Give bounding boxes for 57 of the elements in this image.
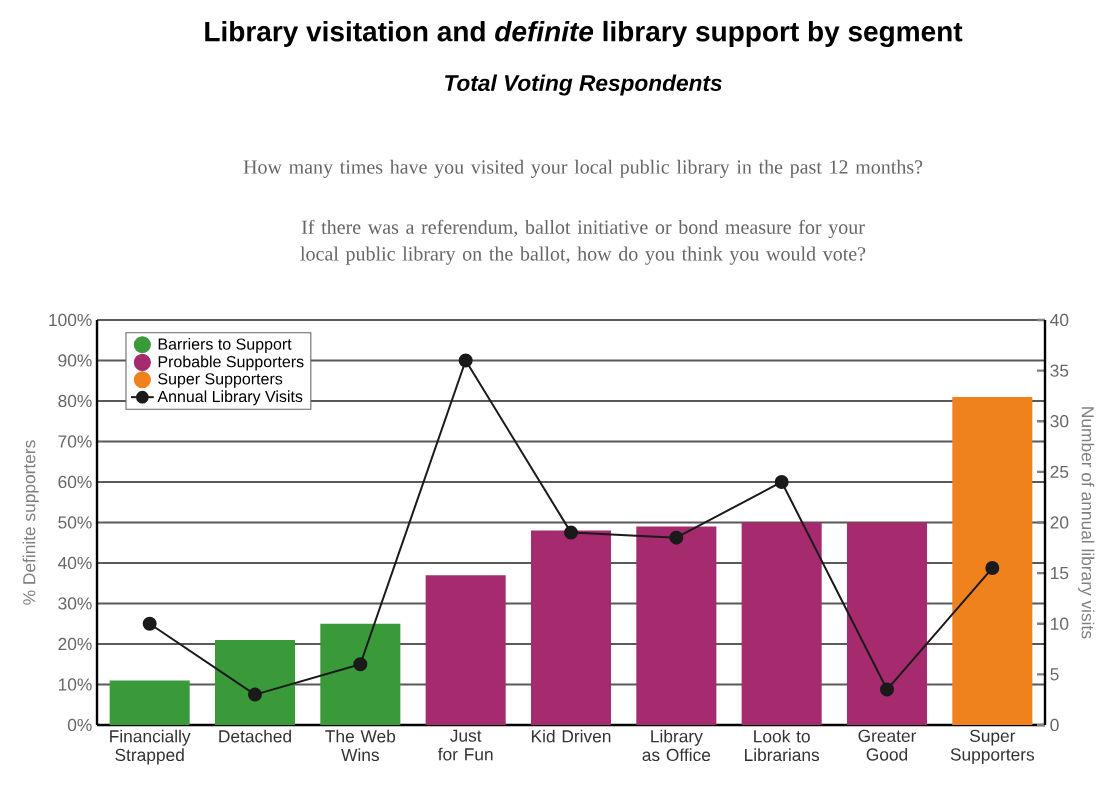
y-tick-label: 0%: [67, 718, 92, 732]
x-tick-label: Greater Good: [858, 729, 917, 761]
bar: [109, 680, 190, 725]
x-tick-label: Super Supporters: [950, 729, 1035, 765]
y2-tick-label: 15: [1051, 567, 1069, 580]
bar: [846, 522, 928, 725]
y2-tick-label: 20: [1050, 516, 1069, 529]
point: [880, 682, 894, 697]
y-tick-label: 70%: [58, 435, 92, 448]
point: [564, 525, 579, 540]
y2-tick-label: 10: [1051, 617, 1069, 630]
point: [985, 561, 1000, 576]
x-tick-label: Just for Fun: [437, 729, 493, 761]
x-tick-label: Kid Driven: [531, 729, 611, 743]
y-tick-label: 60%: [58, 475, 92, 489]
y-tick-label: 10%: [58, 678, 92, 691]
y-tick-label: 50%: [58, 516, 92, 529]
text: If there was a referendum, ballot initiative or bond measure for your local public library on the ballot, how do you think you would vote?: [300, 219, 866, 265]
x-tick-label: The Web Wins: [325, 729, 396, 762]
legend-label: Super Supporters: [158, 373, 283, 388]
y2-tick-label: 35: [1050, 364, 1069, 377]
point: [353, 657, 368, 672]
chart-subtitle: Total Voting Respondents: [445, 74, 722, 96]
bar: [741, 522, 822, 725]
y-tick-label: 100%: [49, 313, 92, 327]
legend-label: Probable Supporters: [158, 355, 304, 371]
point: [248, 687, 263, 702]
bar: [425, 575, 506, 725]
y2-tick-label: 40: [1050, 313, 1069, 327]
point: [774, 474, 789, 489]
text: How many times have you visited your local public library in the past 12 months?: [243, 159, 923, 178]
bar: [636, 526, 717, 725]
y-axis-title: % Definite supporters: [22, 440, 39, 605]
legend-label: Barriers to Support: [158, 338, 292, 353]
y-tick-label: 20%: [58, 637, 92, 651]
y-tick-label: 90%: [58, 354, 92, 367]
bar: [530, 530, 612, 725]
x-tick-label: Detached: [219, 729, 291, 743]
bar: [214, 639, 296, 725]
y-tick-label: 30%: [58, 597, 92, 610]
y-tick-label: 40%: [58, 556, 92, 570]
point: [142, 616, 157, 631]
legend-label: Annual Library Visits: [157, 390, 303, 406]
y2-tick-label: 25: [1050, 465, 1069, 478]
y2-tick-label: 5: [1050, 668, 1059, 681]
y-tick-label: 80%: [58, 394, 92, 408]
point: [669, 530, 684, 545]
x-tick-label: Financially Strapped: [110, 729, 191, 765]
x-tick-label: Look to Librarians: [745, 729, 820, 762]
y2-tick-label: 30: [1050, 415, 1069, 428]
y2-axis-title: Number of annual library visits: [1078, 407, 1095, 639]
bar: [952, 396, 1033, 725]
bar: [320, 623, 401, 725]
point: [458, 353, 473, 368]
chart-title: Library visitation and definite library support by segment: [205, 20, 963, 48]
y2-tick-label: 0: [1050, 718, 1059, 732]
x-tick-label: Library as Office: [642, 729, 711, 762]
